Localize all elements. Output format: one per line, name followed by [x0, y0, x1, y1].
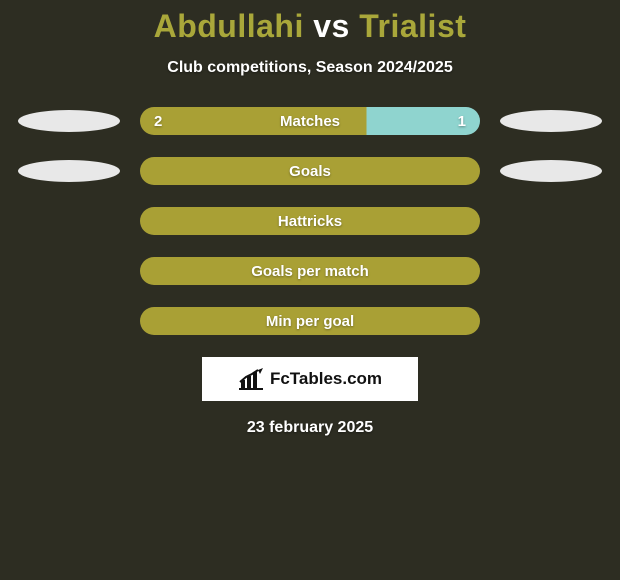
- player-badge-left: [18, 110, 120, 132]
- page-title: Abdullahi vs Trialist: [0, 8, 620, 45]
- player-badge-right: [500, 160, 602, 182]
- stat-bar-goals-per-match: Goals per match: [140, 257, 480, 285]
- title-vs: vs: [313, 8, 350, 44]
- stat-label: Min per goal: [266, 313, 354, 330]
- stat-label: Goals per match: [251, 263, 369, 280]
- player-badge-right: [500, 110, 602, 132]
- stat-row-goals-per-match: Goals per match: [0, 257, 620, 285]
- player-badge-left: [18, 160, 120, 182]
- stat-value-right: 1: [458, 113, 466, 130]
- stat-row-goals: Goals: [0, 157, 620, 185]
- comparison-card: Abdullahi vs Trialist Club competitions,…: [0, 0, 620, 437]
- bar-chart-icon: [238, 368, 264, 390]
- stat-bar-matches: 2 Matches 1: [140, 107, 480, 135]
- brand-logo[interactable]: FcTables.com: [202, 357, 418, 401]
- date-label: 23 february 2025: [0, 419, 620, 437]
- title-player2: Trialist: [359, 8, 466, 44]
- stat-row-hattricks: Hattricks: [0, 207, 620, 235]
- stat-bar-hattricks: Hattricks: [140, 207, 480, 235]
- title-player1: Abdullahi: [154, 8, 304, 44]
- stat-bar-goals: Goals: [140, 157, 480, 185]
- stat-row-matches: 2 Matches 1: [0, 107, 620, 135]
- stat-label: Matches: [280, 113, 340, 130]
- subtitle: Club competitions, Season 2024/2025: [0, 59, 620, 77]
- stat-label: Hattricks: [278, 213, 342, 230]
- stat-row-min-per-goal: Min per goal: [0, 307, 620, 335]
- stat-label: Goals: [289, 163, 331, 180]
- brand-logo-text: FcTables.com: [270, 369, 382, 389]
- stat-bar-min-per-goal: Min per goal: [140, 307, 480, 335]
- stat-rows: 2 Matches 1 Goals Hattricks Goals per ma…: [0, 107, 620, 335]
- stat-value-left: 2: [154, 113, 162, 130]
